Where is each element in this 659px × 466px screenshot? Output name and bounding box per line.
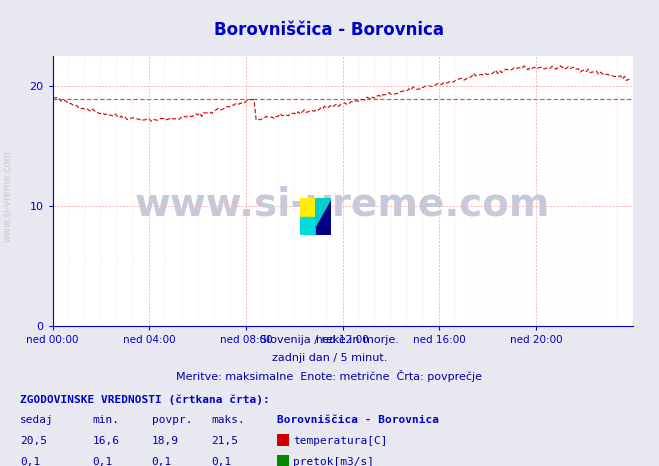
Text: povpr.: povpr. [152,415,192,425]
Text: ZGODOVINSKE VREDNOSTI (črtkana črta):: ZGODOVINSKE VREDNOSTI (črtkana črta): [20,395,270,405]
Polygon shape [316,198,331,226]
Text: www.si-vreme.com: www.si-vreme.com [3,150,13,242]
Text: 0,1: 0,1 [92,457,113,466]
Text: 16,6: 16,6 [92,436,119,445]
Bar [277,455,289,466]
Text: 21,5: 21,5 [211,436,238,445]
Bar [300,198,316,217]
Text: 0,1: 0,1 [211,457,231,466]
Bar [300,217,316,235]
Text: 0,1: 0,1 [20,457,40,466]
Text: Meritve: maksimalne  Enote: metrične  Črta: povprečje: Meritve: maksimalne Enote: metrične Črta… [177,370,482,382]
Text: min.: min. [92,415,119,425]
Text: zadnji dan / 5 minut.: zadnji dan / 5 minut. [272,353,387,363]
Text: sedaj: sedaj [20,415,53,425]
Bar [316,198,331,235]
Bar [277,434,289,446]
Text: Borovniščica - Borovnica: Borovniščica - Borovnica [214,21,445,39]
Text: Slovenija / reke in morje.: Slovenija / reke in morje. [260,335,399,344]
Text: maks.: maks. [211,415,244,425]
Text: 20,5: 20,5 [20,436,47,445]
Text: Borovniščica - Borovnica: Borovniščica - Borovnica [277,415,439,425]
Text: pretok[m3/s]: pretok[m3/s] [293,457,374,466]
Text: temperatura[C]: temperatura[C] [293,436,387,445]
Text: 18,9: 18,9 [152,436,179,445]
Text: 0,1: 0,1 [152,457,172,466]
Text: www.si-vreme.com: www.si-vreme.com [135,185,550,224]
